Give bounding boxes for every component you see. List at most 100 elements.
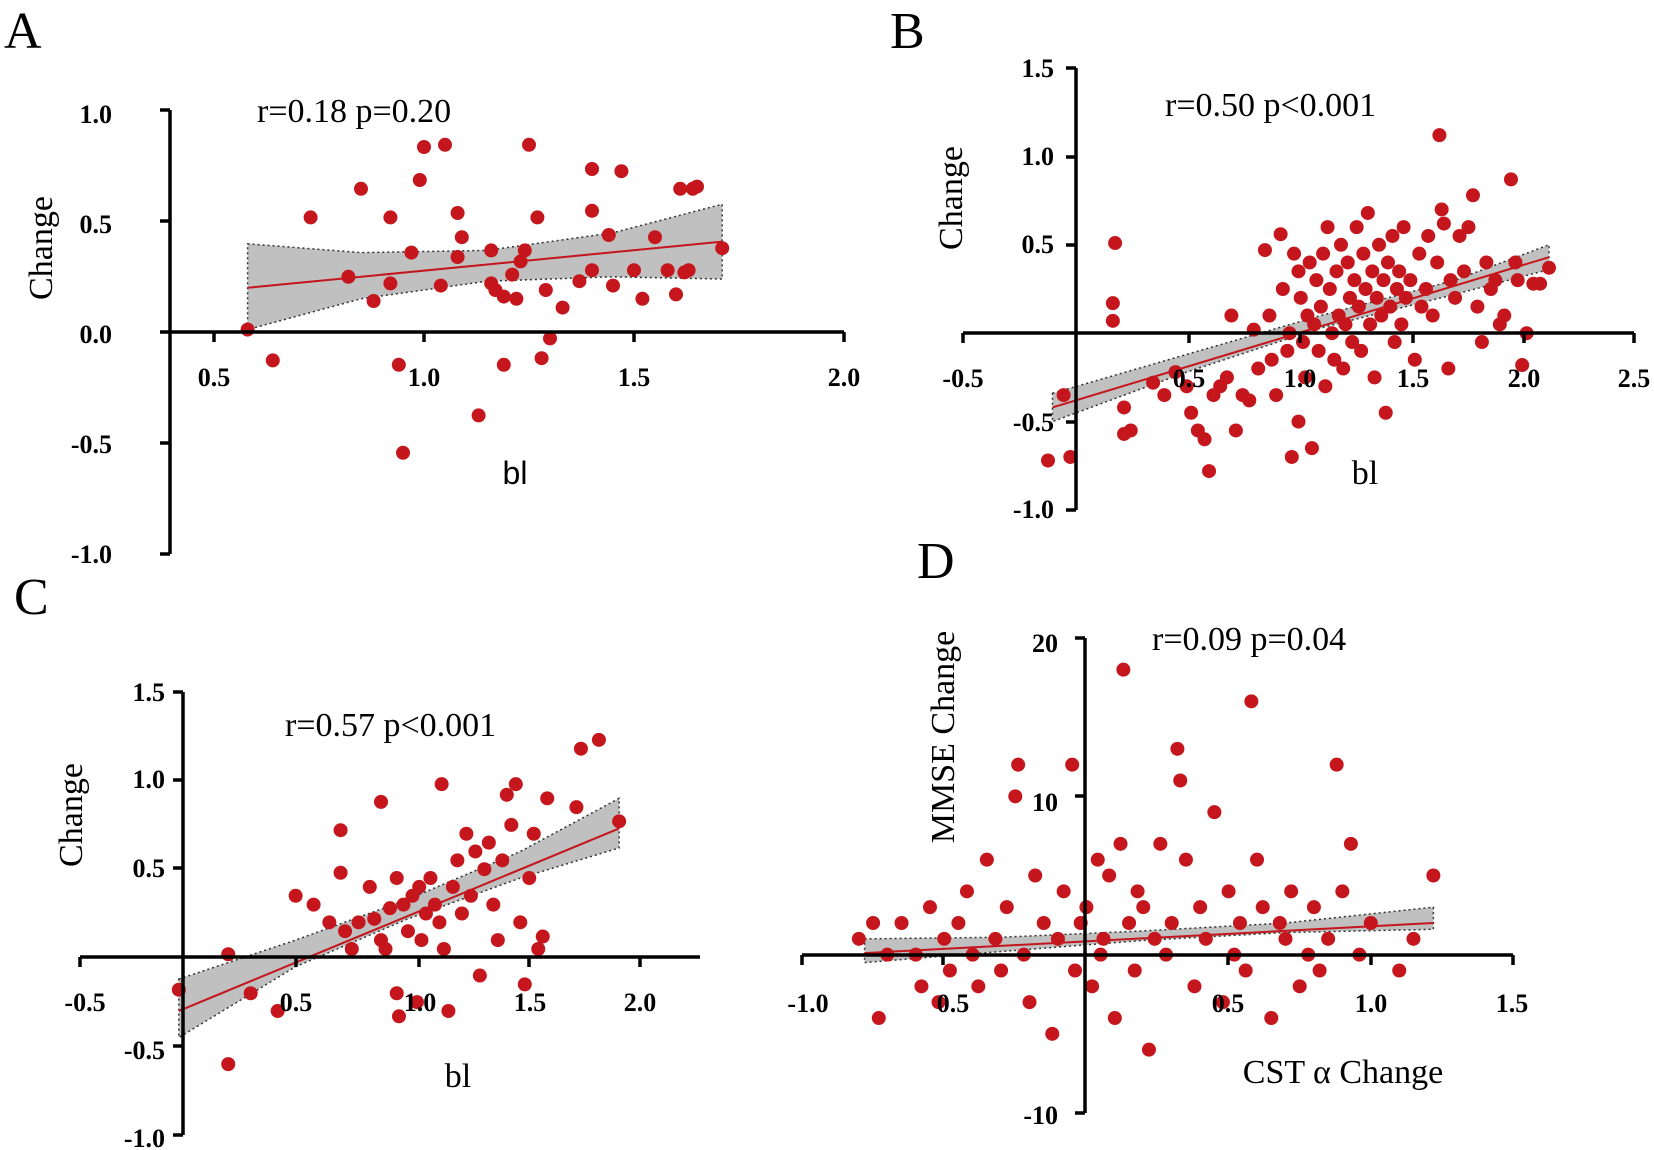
panel-letter-c: C (14, 569, 49, 626)
panel-b-point-57 (1333, 237, 1348, 252)
panel-a-point-36 (585, 162, 599, 176)
panel-a-ytick-1: 1.0 (80, 100, 113, 129)
panel-c-point-17 (374, 794, 389, 809)
panel-b-point-75 (1374, 308, 1389, 323)
panel-a-points (240, 137, 730, 460)
panel-a-point-1 (240, 322, 255, 337)
panel-c-point-20 (389, 871, 404, 886)
panel-b-ytick-3: 0.5 (1022, 230, 1055, 259)
panel-a-point-44 (648, 230, 662, 245)
panel-d-point-33 (1085, 979, 1100, 994)
panel-b-point-9 (1117, 426, 1132, 441)
panel-b-point-24 (1242, 393, 1257, 408)
panel-a-point-41 (614, 164, 629, 179)
panel-c-point-14 (362, 879, 377, 894)
panel-d-point-19 (999, 900, 1014, 915)
panel-a-point-35 (572, 274, 587, 289)
panel-a-annotation: r=0.18 p=0.20 (257, 93, 451, 130)
panel-d-point-42 (1127, 963, 1142, 978)
panel-c-point-36 (445, 879, 460, 894)
panel-b-point-11 (1157, 388, 1172, 403)
panel-d-point-61 (1238, 963, 1253, 978)
panel-b-ytick-1: -1.0 (1013, 495, 1054, 524)
panel-c-point-9 (333, 865, 348, 880)
panel-c-point-57 (540, 791, 555, 806)
panel-c-point-59 (573, 741, 588, 756)
panel-d-point-3 (871, 1011, 886, 1025)
panel-a-point-20 (484, 243, 499, 258)
panel-b-point-43 (1302, 255, 1317, 270)
panel-d-point-13 (959, 884, 974, 899)
panel-c-point-47 (495, 853, 510, 868)
panel-b-point-12 (1168, 365, 1183, 380)
panel-b-point-106 (1474, 335, 1489, 350)
panel-a: A 1.0 0.5 0.0 -0.5 -1.0 0.5 1.0 1.5 2.0 … (4, 3, 860, 569)
panel-d-point-75 (1335, 884, 1350, 899)
panel-a-point-3 (303, 210, 318, 225)
panel-c-point-46 (490, 933, 505, 948)
panel-d-point-18 (994, 963, 1009, 978)
panel-c-xtick-1: -0.5 (64, 988, 105, 1017)
panel-c-point-54 (526, 826, 541, 841)
panel-d-ylabel: MMSE Change (925, 631, 962, 844)
panel-d-xtick-3: 0.5 (1212, 989, 1245, 1018)
panel-b-point-74 (1372, 237, 1387, 252)
panel-d-point-63 (1250, 852, 1265, 867)
panel-b-point-49 (1316, 246, 1331, 261)
panel-b-point-6 (1105, 296, 1120, 311)
panel-b-point-79 (1383, 299, 1398, 314)
panel-a-point-2 (265, 353, 280, 368)
panel-d-point-67 (1278, 931, 1293, 946)
panel-a-point-27 (513, 254, 528, 269)
panel-b-point-22 (1228, 423, 1243, 438)
panel-d-point-68 (1284, 884, 1299, 899)
panel-c-point-51 (513, 915, 528, 930)
panel-d-xlabel: CST α Change (1243, 1054, 1443, 1091)
panel-c-point-56 (535, 929, 550, 944)
panel-d-point-81 (1426, 868, 1441, 883)
panel-a-ytick-2: 0.5 (80, 210, 113, 239)
panel-b-point-10 (1146, 375, 1161, 390)
panel-b-point-91 (1418, 282, 1433, 296)
panel-letter-b: B (890, 3, 925, 60)
panel-a-point-8 (383, 210, 398, 225)
panel-b-point-114 (1510, 273, 1525, 288)
panel-b-point-7 (1117, 400, 1132, 415)
panel-a-point-51 (690, 179, 704, 194)
panel-b-point-103 (1461, 220, 1476, 235)
panel-b-point-48 (1313, 299, 1328, 314)
panel-d-point-72 (1312, 963, 1327, 978)
panel-b-point-63 (1347, 273, 1362, 288)
panel-c-point-6 (288, 888, 303, 903)
panel-b-point-102 (1457, 264, 1472, 279)
panel-a-point-42 (627, 263, 641, 278)
panel-c-point-48 (499, 787, 514, 802)
panel-d-point-10 (937, 931, 952, 946)
panel-d-point-40 (1116, 662, 1131, 677)
panel-b-point-39 (1293, 290, 1308, 305)
panel-b-ticks (961, 66, 1636, 512)
panel-b-ytick-5: 1.5 (1022, 54, 1055, 83)
panel-c-ticks (78, 690, 642, 1137)
panel-b-point-47 (1311, 343, 1326, 358)
panel-b-point-88 (1407, 352, 1422, 367)
panel-a-point-52 (715, 241, 730, 256)
panel-c-xtick-4: 1.5 (514, 988, 547, 1017)
panel-b-point-13 (1179, 379, 1194, 394)
panel-b-xtick-4: 1.5 (1397, 364, 1430, 393)
panel-c-point-32 (432, 915, 447, 930)
panel-d-point-64 (1255, 900, 1270, 915)
panel-b-point-26 (1251, 361, 1266, 376)
panel-b-point-59 (1338, 317, 1353, 332)
panel-c-point-11 (338, 924, 353, 939)
panel-c-point-22 (391, 1009, 406, 1024)
panel-d-point-25 (1036, 916, 1051, 930)
panel-b-point-5 (1105, 313, 1120, 328)
panel-b-xtick-6: 2.5 (1618, 364, 1651, 393)
panel-d-point-29 (1065, 757, 1080, 772)
panel-d-point-7 (914, 979, 929, 994)
panel-a-point-5 (354, 181, 368, 196)
panel-b-xtick-2: 0.5 (1173, 364, 1206, 393)
panel-a-point-32 (538, 283, 553, 297)
panel-b-xtick-3: 1.0 (1284, 364, 1317, 393)
